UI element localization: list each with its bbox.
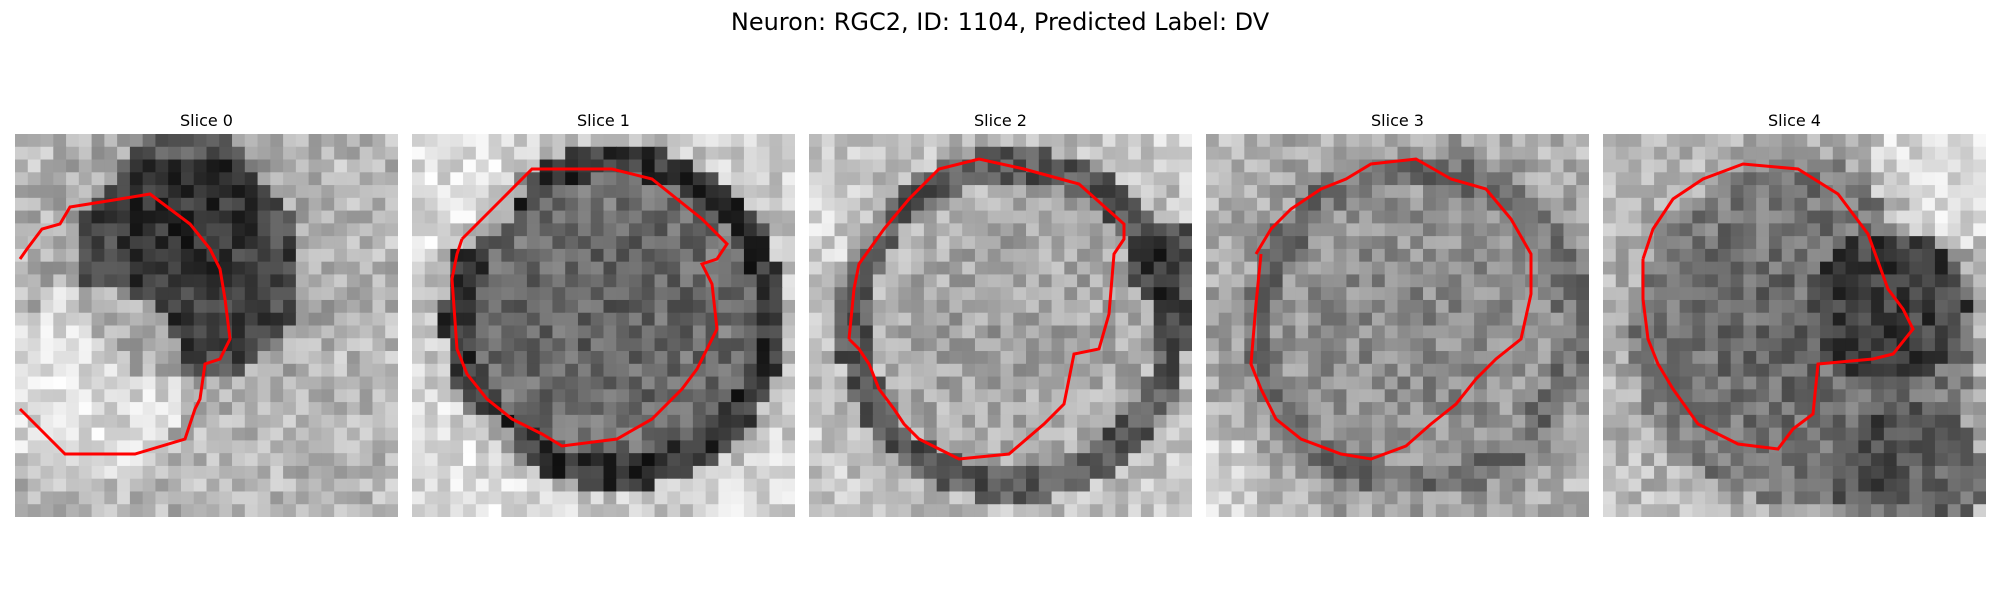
- segmentation-contour: [1641, 162, 1915, 451]
- slice-panel-0: Slice 0: [15, 110, 398, 517]
- slice-4-image-svg: [1603, 134, 1986, 517]
- segmentation-contour: [450, 167, 729, 448]
- segmentation-contour: [18, 192, 232, 456]
- slice-image: [809, 134, 1192, 517]
- slice-image: [1206, 134, 1589, 517]
- slice-title: Slice 1: [577, 111, 630, 130]
- slice-panel-4: Slice 4: [1603, 110, 1986, 517]
- slice-title: Slice 3: [1371, 111, 1424, 130]
- slice-image: [1603, 134, 1986, 517]
- slice-title: Slice 0: [180, 111, 233, 130]
- slice-1-image-svg: [412, 134, 795, 517]
- slice-panel-1: Slice 1: [412, 110, 795, 517]
- slice-image: [15, 134, 398, 517]
- slice-panel-3: Slice 3: [1206, 110, 1589, 517]
- segmentation-contour: [847, 157, 1126, 461]
- slice-3-image-svg: [1206, 134, 1589, 517]
- slice-title: Slice 4: [1768, 111, 1821, 130]
- figure-title: Neuron: RGC2, ID: 1104, Predicted Label:…: [730, 8, 1270, 36]
- slice-panel-2: Slice 2: [809, 110, 1192, 517]
- slice-title: Slice 2: [974, 111, 1027, 130]
- slice-2-image-svg: [809, 134, 1192, 517]
- segmentation-contour: [1249, 157, 1533, 461]
- slice-image: [412, 134, 795, 517]
- slice-0-image-svg: [15, 134, 398, 517]
